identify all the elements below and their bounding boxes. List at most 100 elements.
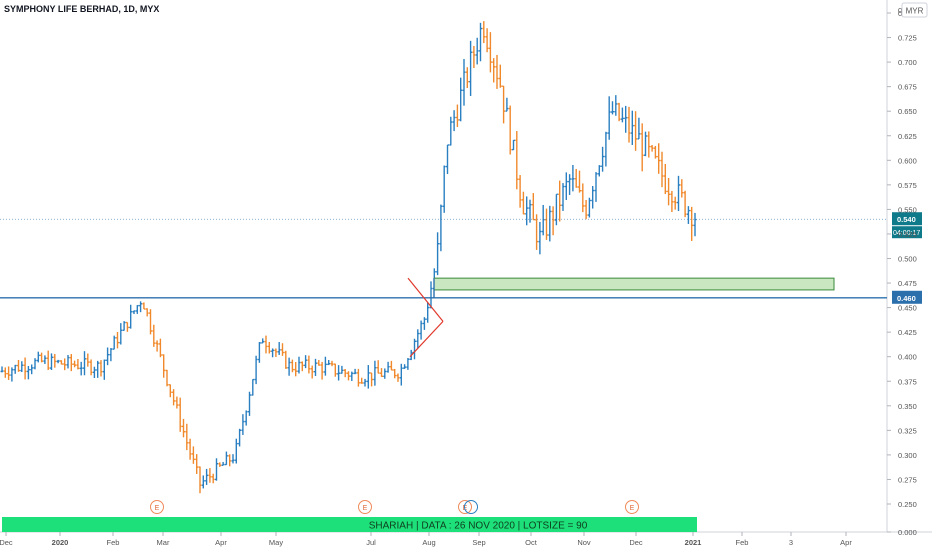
- ohlc-bar: [165, 369, 169, 387]
- ohlc-bar: [660, 151, 664, 188]
- ohlc-bar: [670, 190, 674, 213]
- price-axis[interactable]: 0.000 0.250 0.275 0.300 0.325 0.350 0.375 0.400…: [887, 6, 917, 537]
- ohlc-bar: [297, 356, 301, 374]
- ohlc-bar: [419, 320, 423, 340]
- ohlc-bar: [69, 354, 73, 372]
- ohlc-bar: [92, 366, 96, 378]
- ohlc-bar: [307, 355, 311, 374]
- triangle-upper-line: [407, 277, 444, 322]
- ohlc-bar: [333, 363, 337, 377]
- ohlc-bar: [46, 350, 50, 371]
- ohlc-bar: [145, 308, 149, 317]
- currency-badge[interactable]: [901, 2, 928, 18]
- ohlc-bar: [591, 185, 595, 209]
- time-tick-label: Apr: [215, 538, 227, 547]
- time-tick-label: May: [269, 538, 283, 547]
- earnings-marker-circle[interactable]: [150, 500, 164, 514]
- earnings-marker-circle[interactable]: [625, 500, 639, 514]
- ohlc-bar: [667, 177, 671, 206]
- ohlc-bar: [234, 438, 238, 464]
- time-axis[interactable]: Dec 2020 Feb Mar Apr May Jul Aug Sep Oct Nov Dec 202…: [0, 532, 852, 547]
- ohlc-bar: [429, 281, 433, 309]
- ohlc-bar: [413, 338, 416, 360]
- time-tick-label: Nov: [577, 538, 591, 547]
- ohlc-bar: [541, 204, 545, 236]
- ohlc-bar: [399, 363, 403, 386]
- ohlc-bar: [673, 196, 677, 210]
- ohlc-bar: [198, 466, 202, 494]
- ohlc-bar: [83, 351, 86, 376]
- price-tick-label: 0.000: [898, 528, 917, 537]
- ohlc-bar: [634, 111, 638, 151]
- price-tick-label: 0.725: [898, 34, 917, 43]
- ohlc-bar: [353, 368, 357, 375]
- time-tick-label: Apr: [840, 538, 852, 547]
- dividend-marker-circle[interactable]: [464, 500, 478, 514]
- ohlc-bar: [218, 462, 222, 467]
- ohlc-bar: [422, 317, 426, 330]
- price-tick-label: 0.250: [898, 500, 917, 509]
- ohlc-bar: [492, 58, 496, 83]
- price-tick-label: 0.650: [898, 107, 917, 116]
- ohlc-bar: [33, 358, 37, 370]
- last-price-value: 0.540: [897, 215, 916, 224]
- ohlc-bar: [274, 348, 278, 357]
- time-tick-label: 2021: [685, 538, 702, 547]
- ohlc-bar: [221, 461, 225, 466]
- price-tick-label: 0.400: [898, 353, 917, 362]
- ohlc-bar: [112, 335, 116, 350]
- ohlc-bar: [663, 163, 667, 195]
- ohlc-bar: [465, 67, 469, 89]
- ohlc-bar: [0, 366, 4, 373]
- ohlc-bar: [277, 342, 281, 355]
- ohlc-bar: [248, 391, 251, 416]
- ohlc-bar: [475, 37, 479, 65]
- ohlc-bar: [327, 360, 331, 366]
- price-tick-label: 0.600: [898, 156, 917, 165]
- ohlc-bar: [290, 359, 294, 373]
- ohlc-bar: [129, 304, 133, 329]
- ohlc-bar: [238, 428, 242, 447]
- ohlc-bar: [337, 365, 341, 381]
- countdown-value: 04:00:17: [893, 230, 920, 237]
- last-price-badge[interactable]: [892, 212, 922, 226]
- ohlc-bar: [488, 32, 492, 73]
- earnings-marker-circle[interactable]: [358, 500, 372, 514]
- info-banner: [2, 517, 697, 532]
- price-tick-label: 0.575: [898, 181, 917, 190]
- price-tick-label: 0.500: [898, 255, 917, 264]
- ohlc-bar: [693, 212, 697, 237]
- ohlc-bar: [132, 310, 136, 315]
- ohlc-bar: [680, 179, 684, 198]
- resistance-badge[interactable]: [892, 290, 922, 304]
- ohlc-bar: [89, 359, 93, 376]
- ohlc-bar: [13, 364, 17, 374]
- ohlc-bar: [310, 365, 314, 379]
- ohlc-bar: [30, 364, 34, 375]
- ohlc-bar: [383, 368, 387, 379]
- time-tick-label: 3: [789, 538, 793, 547]
- ohlc-bar: [581, 183, 585, 213]
- ohlc-bar: [439, 204, 443, 252]
- ohlc-bar: [20, 361, 24, 372]
- ohlc-bar: [502, 85, 506, 124]
- ohlc-bar: [380, 368, 383, 378]
- ohlc-bar: [317, 360, 321, 366]
- ohlc-bar: [102, 359, 106, 380]
- price-tick-label: 0.550: [898, 205, 917, 214]
- ohlc-bar: [99, 360, 103, 377]
- ohlc-bar: [627, 106, 631, 143]
- ohlc-bar: [172, 389, 176, 406]
- price-tick-label: 0.675: [898, 83, 917, 92]
- ohlc-bar: [17, 359, 20, 372]
- countdown-badge[interactable]: [892, 226, 922, 239]
- ohlc-bar: [261, 338, 265, 344]
- price-tick-label: 0.300: [898, 451, 917, 460]
- earnings-marker-label: E: [363, 505, 368, 512]
- ohlc-bar: [584, 199, 588, 220]
- ohlc-bar: [551, 206, 555, 236]
- ohlc-bar: [366, 365, 370, 389]
- ohlc-bar: [224, 451, 228, 466]
